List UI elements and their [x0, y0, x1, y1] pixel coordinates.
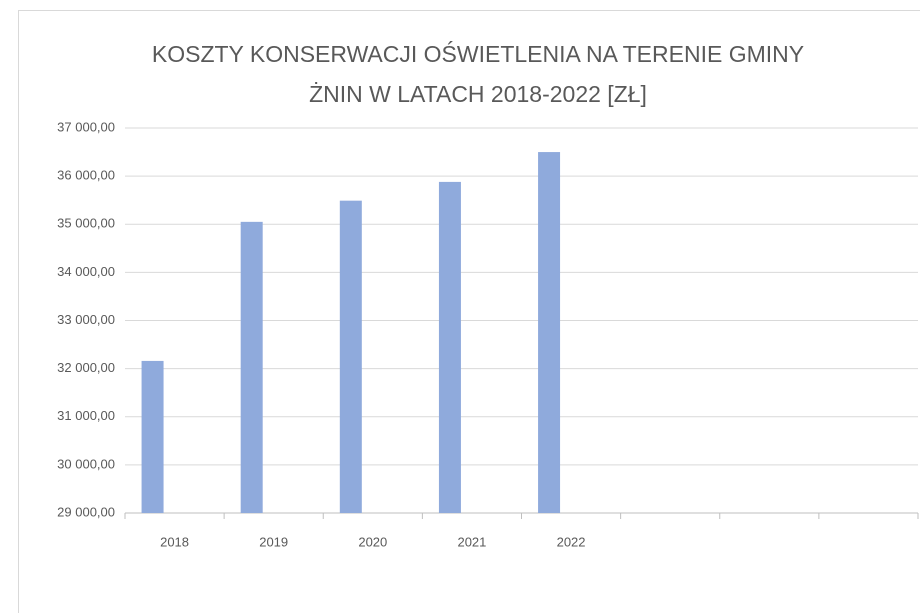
chart-title: KOSZTY KONSERWACJI OŚWIETLENIA NA TERENI…: [152, 40, 804, 67]
y-tick-label: 35 000,00: [57, 216, 115, 231]
y-tick-label: 31 000,00: [57, 408, 115, 423]
x-tick-label: 2018: [160, 534, 189, 549]
x-tick-label: 2020: [358, 534, 387, 549]
y-tick-label: 33 000,00: [57, 312, 115, 327]
bar: [538, 152, 561, 513]
y-tick-label: 37 000,00: [57, 119, 115, 134]
bar: [240, 221, 263, 513]
x-tick-label: 2019: [259, 534, 288, 549]
y-tick-label: 30 000,00: [57, 456, 115, 471]
y-tick-label: 36 000,00: [57, 168, 115, 183]
bar: [141, 360, 164, 513]
y-tick-label: 32 000,00: [57, 360, 115, 375]
bar: [339, 200, 362, 513]
x-tick-label: 2022: [557, 534, 586, 549]
y-tick-label: 29 000,00: [57, 504, 115, 519]
chart-title: ŻNIN W LATACH 2018-2022 [ZŁ]: [309, 81, 647, 107]
bar: [438, 181, 461, 513]
x-tick-label: 2021: [457, 534, 486, 549]
y-tick-label: 34 000,00: [57, 264, 115, 279]
